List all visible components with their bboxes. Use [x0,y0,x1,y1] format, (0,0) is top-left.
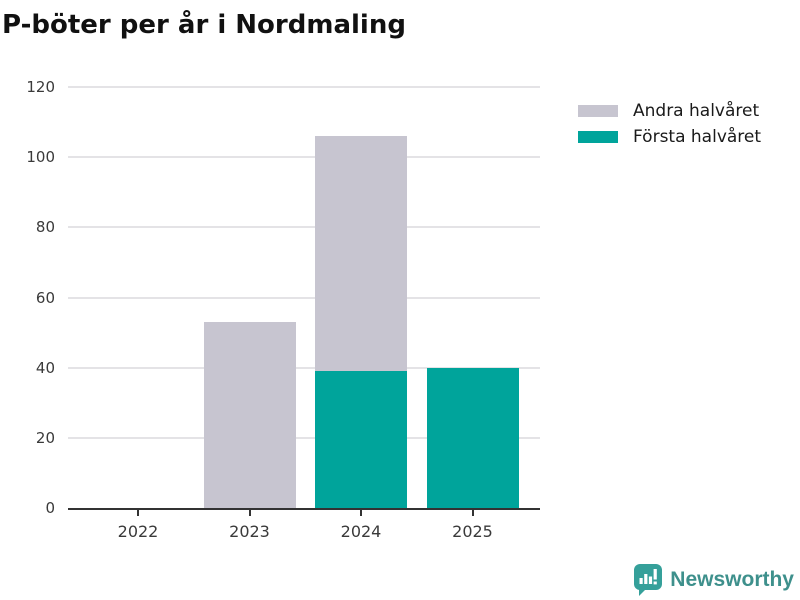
y-axis-tick-label: 0 [45,499,55,517]
newsworthy-attribution[interactable]: Newsworthy [633,563,794,597]
gridline-y80 [68,226,540,229]
y-axis-tick-label: 80 [35,218,55,237]
y-axis-tick-label: 120 [26,78,55,96]
chart-title: P-böter per år i Nordmaling [2,10,406,40]
x-axis-category-label: 2025 [452,522,493,541]
y-axis-tick-label: 60 [35,288,55,307]
gridline-y100 [68,156,540,159]
x-axis-category-label: 2024 [340,522,382,541]
legend-label: Första halvåret [633,127,762,147]
legend-swatch-andra-halvaret [578,105,618,117]
y-axis-tick-label: 100 [26,148,55,167]
x-axis-tick [471,509,474,516]
gridline-y60 [68,296,540,299]
bar-segment-2025-första [426,367,519,508]
bar-segment-2024-andra [315,136,407,372]
y-axis-tick-label: 40 [35,358,55,377]
x-axis-tick [248,509,251,516]
x-axis-category-label: 2023 [229,522,270,541]
newsworthy-logo-icon [634,564,663,596]
legend-label: Andra halvåret [633,101,760,121]
y-axis-tick-label: 20 [35,428,55,447]
newsworthy-wordmark: Newsworthy [670,568,794,591]
x-axis-tick [137,509,139,516]
gridline-y120 [68,86,540,88]
gridline-y20 [68,436,540,439]
legend: Andra halvåret Första halvåret [578,98,761,150]
x-axis-line [68,508,540,510]
bar-segment-2023-andra [203,322,296,508]
legend-swatch-forsta-halvaret [578,131,618,143]
bar-segment-2024-första [315,371,407,508]
x-axis-category-label: 2022 [117,522,159,541]
legend-item-forsta-halvaret: Första halvåret [578,124,761,150]
legend-item-andra-halvaret: Andra halvåret [578,98,761,124]
gridline-y40 [68,366,540,369]
x-axis-tick [360,509,362,516]
